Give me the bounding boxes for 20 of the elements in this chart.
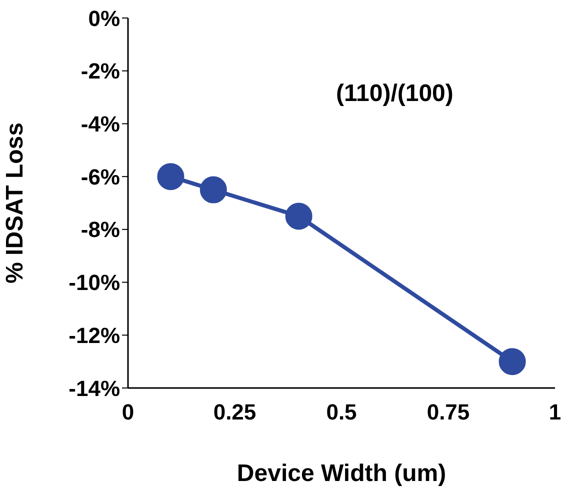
y-tick-label: -12%: [68, 322, 120, 348]
y-tick-label: -10%: [68, 270, 120, 296]
point: [498, 348, 526, 376]
y-tick-label: -6%: [80, 164, 120, 190]
annotation: (110)/(100): [336, 80, 454, 108]
x-tick-label: 0: [122, 400, 134, 425]
x-tick-label: 0.75: [426, 400, 470, 425]
y-tick-label: -2%: [80, 58, 120, 84]
x-tick-label: 0.25: [213, 400, 256, 425]
y-tick-label: 0%: [88, 6, 120, 31]
x-tick-label: 0.5: [326, 400, 357, 425]
y-tick-label: -8%: [80, 217, 120, 242]
point: [157, 163, 184, 190]
point: [285, 202, 312, 230]
y-tick-label: -14%: [68, 376, 120, 401]
y-axis-title: % IDSAT Loss: [2, 122, 29, 284]
x-tick-label: 1: [548, 400, 562, 425]
x-axis-title: Device Width (um): [236, 460, 446, 487]
y-tick-label: -4%: [80, 112, 120, 137]
point: [200, 176, 227, 204]
